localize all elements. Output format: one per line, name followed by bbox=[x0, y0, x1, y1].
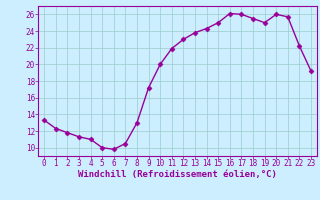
X-axis label: Windchill (Refroidissement éolien,°C): Windchill (Refroidissement éolien,°C) bbox=[78, 170, 277, 179]
